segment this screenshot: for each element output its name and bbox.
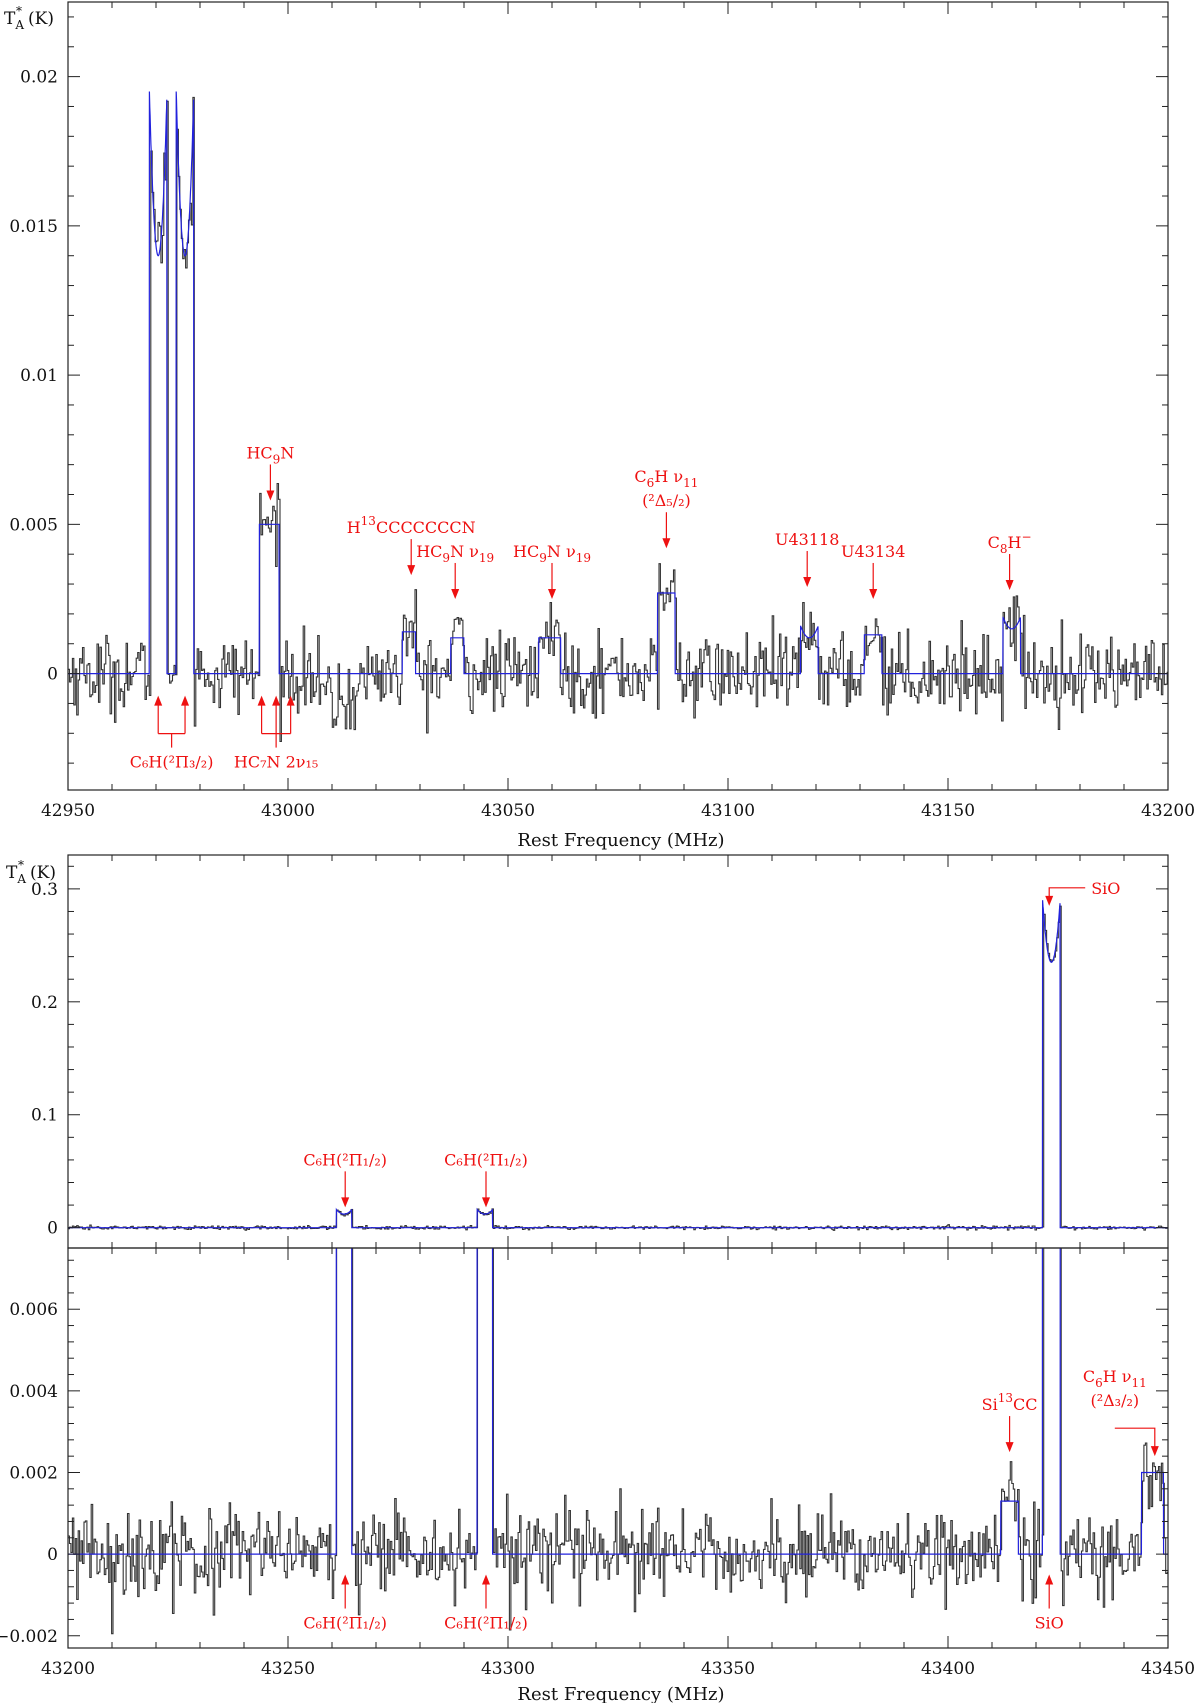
x-tick-label: 43150 [921, 801, 975, 821]
annotation-arrowhead [266, 490, 275, 501]
annotation-arrowhead [451, 588, 460, 599]
plot-frame [67, 1247, 1169, 1649]
line-annotation-label: U43134 [841, 542, 905, 561]
y-tick-label: 0 [47, 665, 58, 685]
line-annotation-label: (²Δ₅/₂) [642, 491, 691, 510]
annotation-arrowhead [154, 695, 163, 706]
line-annotation-label: C₆H(²Π₁/₂) [303, 1614, 387, 1633]
line-annotation-label: H13CCCCCCCN [347, 514, 476, 537]
x-tick-label: 43250 [261, 1659, 315, 1679]
line-annotation-label: HC9N ν19 [416, 542, 494, 565]
svg-text:TA*(K): TA* (K) [4, 4, 54, 32]
y-tick-label: 0.1 [31, 1106, 58, 1126]
annotation-arrowhead [482, 1574, 490, 1585]
x-tick-label: 43300 [481, 1659, 535, 1679]
x-tick-label: 43100 [701, 801, 755, 821]
line-annotation-label: C6H ν11 [1083, 1367, 1147, 1390]
y-tick-label: 0.01 [20, 366, 58, 386]
line-annotation-label: C₆H(²Π₁/₂) [444, 1614, 528, 1633]
annotation-arrowhead [548, 588, 556, 599]
annotation-arrowhead [407, 565, 416, 576]
plot-frame [67, 854, 1169, 1249]
annotation-arrowhead [662, 538, 671, 549]
y-tick-label: 0.3 [31, 880, 58, 900]
plot-frame [67, 1, 1169, 791]
y-tick-label: 0.006 [9, 1300, 58, 1320]
line-annotation-label: C6H ν11 [634, 467, 698, 490]
x-tick-label: 42950 [41, 801, 95, 821]
y-tick-label: 0.02 [20, 68, 58, 88]
observed-spectrum-line [68, 905, 1168, 1231]
annotation-arrowhead [341, 1574, 350, 1585]
x-tick-label: 43200 [41, 1659, 95, 1679]
y-axis-title-top: TA* (K) [4, 4, 54, 32]
annotation-arrow [1048, 887, 1086, 898]
y-tick-label: 0.004 [9, 1382, 58, 1402]
line-annotation-label: Si13CC [982, 1391, 1038, 1414]
top-spectrum-panel: 0 0.005 0.01 0.015 0.02 42950 43000 43050 43100 4… [9, 1, 1195, 821]
line-annotation-label: C8H− [988, 530, 1032, 556]
annotation-arrowhead [482, 1197, 490, 1208]
y-tick-label: 0.005 [9, 515, 58, 535]
line-annotation-label: SiO [1091, 879, 1120, 898]
x-tick-label: 43050 [481, 801, 535, 821]
annotation-arrow [1114, 1427, 1156, 1449]
bracket-annotation-label: C₆H(²Π₃/₂) [130, 753, 214, 772]
line-annotation-label: HC9N [246, 443, 294, 466]
line-annotation-label: U43118 [775, 530, 839, 549]
annotation-arrowhead [286, 695, 295, 706]
line-annotation-label: (²Δ₃/₂) [1090, 1391, 1139, 1410]
annotation-arrowhead [803, 577, 812, 588]
line-annotation-label: SiO [1035, 1614, 1064, 1633]
annotation-arrowhead [272, 695, 281, 706]
x-tick-label: 43450 [1141, 1659, 1195, 1679]
annotation-arrowhead [257, 695, 266, 706]
y-tick-label: 0 [47, 1219, 58, 1239]
y-tick-label: 0 [47, 1545, 58, 1565]
line-annotation-label: C₆H(²Π₁/₂) [444, 1150, 528, 1169]
bracket-annotation-label: HC₇N 2ν₁₅ [234, 753, 318, 772]
observed-spectrum-line [68, 1248, 1168, 1635]
svg-text:TA*(K): TA* (K) [6, 858, 56, 886]
annotation-arrowhead [181, 695, 190, 706]
middle-spectrum-panel: 0 0.1 0.2 0.3 C₆H(²Π₁/₂) C₆H(²Π₁/₂) SiO [31, 854, 1169, 1249]
annotation-arrowhead [869, 588, 878, 599]
y-tick-label: 0.015 [9, 217, 58, 237]
annotation-arrowhead [1005, 1442, 1014, 1453]
line-annotation-label: HC9N ν19 [513, 542, 591, 565]
annotation-arrowhead [341, 1197, 350, 1208]
annotation-arrowhead [1150, 1446, 1159, 1457]
y-axis-title-middle: TA* (K) [6, 858, 56, 886]
y-tick-label: 0.002 [9, 1463, 58, 1483]
x-axis-title-top: Rest Frequency (MHz) [517, 830, 724, 851]
annotation-arrowhead [1045, 1574, 1054, 1585]
y-tick-label: −0.002 [0, 1627, 58, 1647]
annotation-arrowhead [1045, 895, 1054, 906]
y-tick-label: 0.2 [31, 993, 58, 1013]
model-fit-line [68, 1248, 1168, 1555]
x-tick-label: 43200 [1141, 801, 1195, 821]
line-annotation-label: C₆H(²Π₁/₂) [303, 1150, 387, 1169]
model-fit-line [68, 900, 1168, 1229]
x-tick-label: 43350 [701, 1659, 755, 1679]
x-axis-title-bottom: Rest Frequency (MHz) [517, 1684, 724, 1703]
x-tick-label: 43400 [921, 1659, 975, 1679]
x-tick-label: 43000 [261, 801, 315, 821]
model-fit-line [68, 91, 1168, 675]
annotation-arrowhead [1005, 580, 1014, 591]
